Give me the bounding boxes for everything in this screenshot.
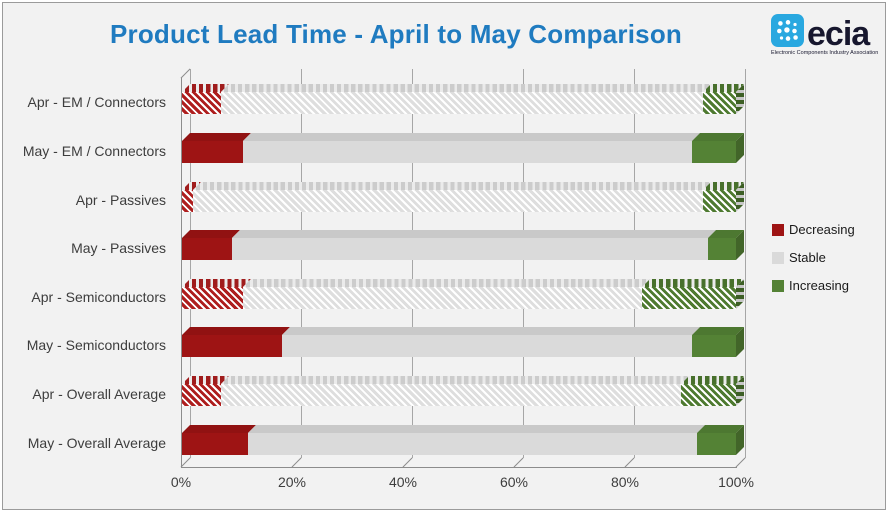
category-label: Apr - Overall Average: [32, 386, 166, 403]
bar-segment-stable: [281, 335, 692, 358]
stacked-bar: [182, 140, 736, 163]
bar-segment-decreasing: [182, 384, 221, 407]
stacked-bar: [182, 238, 736, 261]
axis-corner-tick: [180, 68, 191, 79]
bar-segment-stable: [248, 432, 698, 455]
ecia-logo: ecia Electronic Components Industry Asso…: [771, 14, 879, 56]
gridline: [523, 69, 524, 458]
legend-label: Decreasing: [789, 222, 855, 237]
bar-segment-increasing: [691, 140, 736, 163]
bar-segment-increasing: [708, 238, 736, 261]
category-label: Apr - Passives: [75, 191, 166, 208]
legend-label: Stable: [789, 250, 826, 265]
x-tick-label: 0%: [170, 474, 192, 490]
gridline: [634, 69, 635, 458]
stacked-bar: [182, 286, 736, 309]
bar-segment-stable: [242, 140, 692, 163]
bar-row: Apr - EM / Connectors: [28, 78, 736, 127]
category-label: May - Passives: [71, 240, 166, 257]
bar-segment-decreasing: [182, 140, 243, 163]
bar-segment-stable: [193, 189, 703, 212]
bar-row: Apr - Semiconductors: [31, 273, 736, 322]
category-label: Apr - Semiconductors: [31, 288, 166, 305]
stable-swatch-icon: [772, 251, 784, 264]
x-tick-label: 60%: [499, 474, 529, 490]
bars-container: Apr - EM / Connectors May - EM / Connecto…: [23, 78, 736, 467]
bar-row: May - Semiconductors: [27, 321, 736, 370]
bar-segment-increasing: [697, 432, 736, 455]
ecia-logo-text: ecia: [807, 15, 870, 53]
bar-segment-increasing: [691, 335, 736, 358]
bar-segment-stable: [220, 384, 681, 407]
legend-item-increasing: Increasing: [772, 278, 855, 293]
bar-segment-stable: [220, 92, 703, 115]
x-tick-label: 20%: [277, 474, 307, 490]
bar-row: May - EM / Connectors: [23, 127, 736, 176]
bar-row: Apr - Passives: [76, 175, 736, 224]
plot-area: [180, 68, 746, 468]
bar-segment-stable: [231, 238, 709, 261]
stacked-bar: [182, 384, 736, 407]
axis-tick: [735, 457, 746, 468]
gridline: [745, 69, 746, 458]
x-axis-line: [181, 467, 737, 468]
bar-row: May - Overall Average: [28, 418, 736, 467]
legend-label: Increasing: [789, 278, 849, 293]
category-label: May - Semiconductors: [26, 337, 166, 354]
bar-segment-decreasing: [182, 286, 243, 309]
bar-segment-increasing: [702, 92, 736, 115]
chart-title: Product Lead Time - April to May Compari…: [109, 19, 682, 49]
bar-segment-decreasing: [182, 189, 194, 212]
x-tick-label: 80%: [610, 474, 640, 490]
category-label: May - EM / Connectors: [22, 142, 166, 159]
bar-segment-decreasing: [182, 92, 221, 115]
legend: Decreasing Stable Increasing: [772, 222, 855, 293]
legend-item-stable: Stable: [772, 250, 855, 265]
ecia-dots-icon: [771, 14, 804, 47]
category-label: Apr - EM / Connectors: [27, 94, 167, 111]
bar-segment-decreasing: [182, 432, 249, 455]
bar-segment-increasing: [641, 286, 736, 309]
bar-segment-increasing: [680, 384, 736, 407]
bar-segment-increasing: [702, 189, 736, 212]
decreasing-swatch-icon: [772, 223, 784, 236]
bar-segment-decreasing: [182, 238, 232, 261]
x-tick-label: 100%: [718, 474, 754, 490]
increasing-swatch-icon: [772, 279, 784, 292]
bar-row: Apr - Overall Average: [32, 370, 736, 419]
stacked-bar: [182, 189, 736, 212]
stacked-bar: [182, 335, 736, 358]
bar-row: May - Passives: [71, 224, 736, 273]
stacked-bar: [182, 432, 736, 455]
gridline: [190, 69, 191, 458]
stacked-bar: [182, 92, 736, 115]
category-label: May - Overall Average: [27, 434, 166, 451]
ecia-logo-tagline: Electronic Components Industry Associati…: [771, 50, 879, 56]
bar-segment-decreasing: [182, 335, 282, 358]
gridline: [412, 69, 413, 458]
x-tick-label: 40%: [388, 474, 418, 490]
legend-item-decreasing: Decreasing: [772, 222, 855, 237]
bar-segment-stable: [242, 286, 642, 309]
gridline: [301, 69, 302, 458]
y-axis-line: [181, 78, 182, 467]
